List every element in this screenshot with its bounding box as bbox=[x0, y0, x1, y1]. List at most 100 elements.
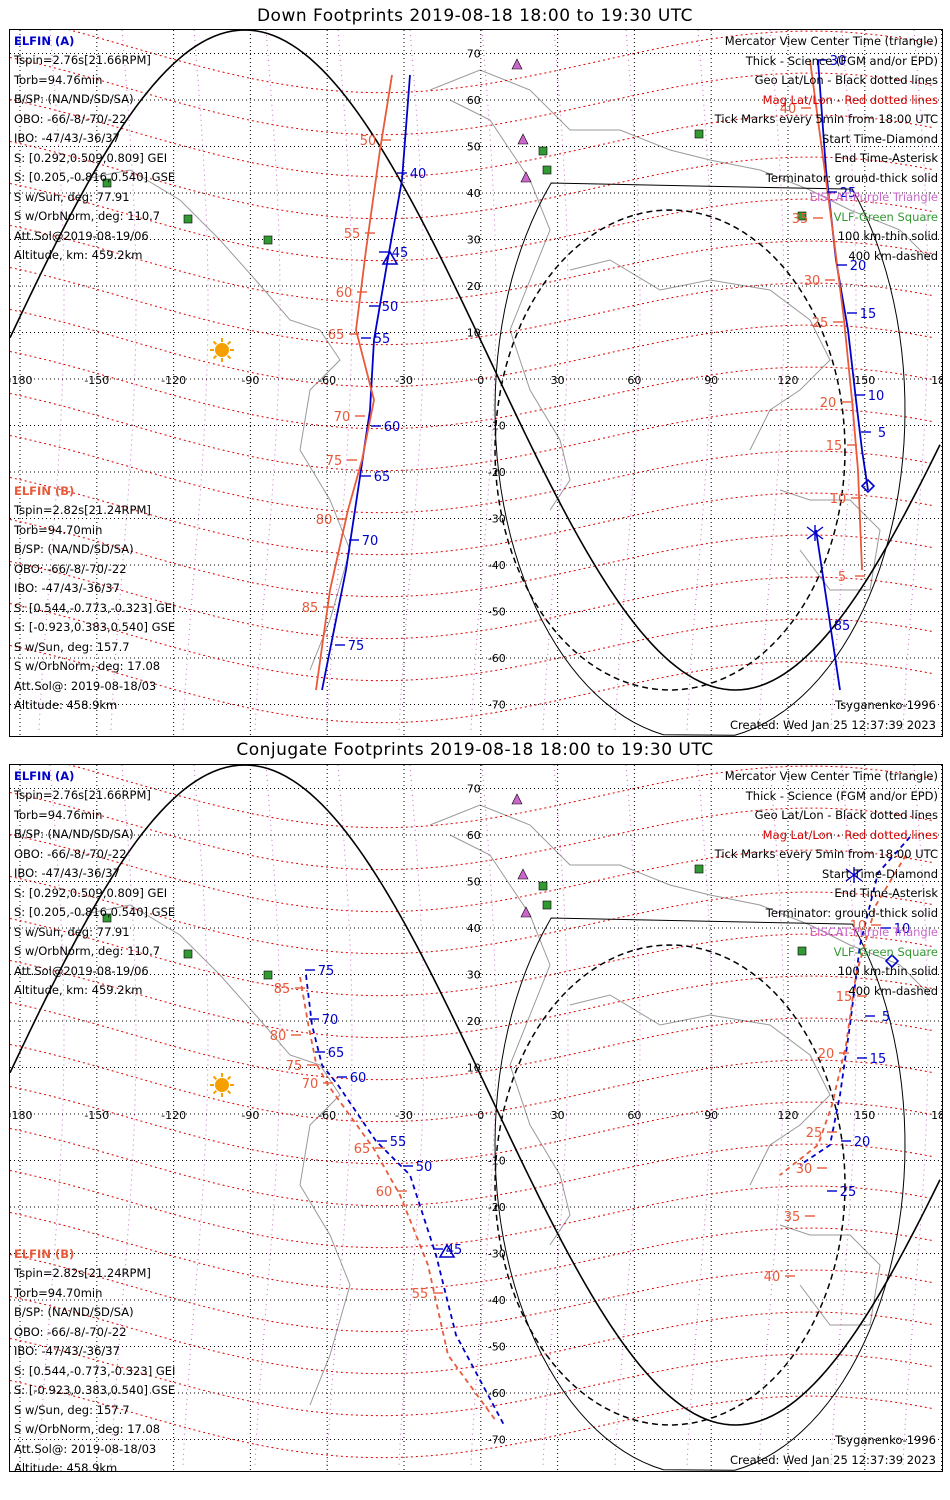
mag-meridian bbox=[470, 30, 497, 731]
mag-parallel bbox=[10, 267, 935, 346]
elfin-a-time-label: 10 bbox=[894, 922, 911, 937]
lat-tick-label: 50 bbox=[467, 876, 481, 889]
param-line: OBO: -66/-8/-70/-22 bbox=[14, 1324, 127, 1339]
elfin-b-time-label: 5 bbox=[838, 570, 846, 585]
param-line: S w/Sun, deg: 157.7 bbox=[14, 639, 130, 654]
param-line: Altitude, km: 459.2km bbox=[14, 248, 143, 262]
elfin-a-time-label: 5 bbox=[882, 1010, 890, 1025]
legend-item: Tick Marks every 5min from 18:00 UTC bbox=[714, 112, 938, 126]
legend-item: Geo Lat/Lon - Black dotted lines bbox=[754, 73, 938, 87]
legend-item: 400 km-dashed bbox=[848, 983, 938, 998]
param-line: S w/OrbNorm, deg: 110.7 bbox=[14, 209, 161, 223]
vlf-square-icon bbox=[694, 129, 704, 139]
legend-item: End Time-Asterisk bbox=[834, 151, 938, 165]
vlf-square-icon bbox=[263, 235, 273, 245]
mag-parallel bbox=[10, 1044, 935, 1123]
legend-item: Mercator View Center Time (triangle) bbox=[724, 34, 938, 48]
mag-parallel bbox=[10, 225, 935, 304]
mag-parallel bbox=[10, 1002, 935, 1081]
mag-parallel bbox=[10, 99, 935, 178]
vlf-square-icon bbox=[797, 211, 807, 221]
elfin-b-params: Tspin=2.82s[21.24RPM] Torb=94.70min B/SP: … bbox=[14, 1264, 175, 1479]
lon-tick-label: 180 bbox=[931, 1109, 942, 1122]
elfin-b-time-label: 30 bbox=[804, 274, 821, 289]
elfin-a-time-label: 45 bbox=[392, 246, 409, 261]
elfin-b-time-label: 50 bbox=[360, 134, 377, 149]
coastline bbox=[449, 99, 571, 511]
lon-tick-label: -180 bbox=[10, 1109, 32, 1122]
param-line: Tspin=2.82s[21.24RPM] bbox=[14, 1266, 151, 1280]
param-line: S: [0.292,0.509,0.809] GEI bbox=[14, 885, 168, 900]
lon-tick-label: -90 bbox=[241, 1109, 259, 1122]
elfin-b-time-label: 85 bbox=[302, 601, 319, 616]
mag-meridian bbox=[902, 30, 929, 731]
legend-item: Terminator: ground-thick solid bbox=[765, 905, 938, 920]
mag-parallel bbox=[10, 183, 935, 262]
elfin-a-params: Tspin=2.76s[21.66RPM] Torb=94.76min B/SP: … bbox=[14, 786, 175, 1001]
elfin-b-time-label: 75 bbox=[286, 1059, 303, 1074]
mag-meridian bbox=[758, 765, 785, 1466]
vlf-square-icon bbox=[694, 864, 704, 874]
elfin-a-time-label: 25 bbox=[840, 186, 857, 201]
param-line: IBO: -47/43/-36/37 bbox=[14, 1344, 120, 1358]
param-line: Altitude, km: 459.2km bbox=[14, 983, 143, 997]
elfin-b-time-label: 30 bbox=[796, 1162, 813, 1177]
lon-tick-label: 150 bbox=[854, 1109, 875, 1122]
elfin-a-track-east bbox=[817, 59, 869, 491]
param-line: S: [0.292,0.509,0.809] GEI bbox=[14, 150, 168, 165]
param-line: B/SP: (NA/ND/SD/SA) bbox=[14, 827, 134, 841]
elfin-a-time-label: 60 bbox=[350, 1071, 367, 1086]
param-line: S w/Sun, deg: 77.91 bbox=[14, 189, 130, 204]
vlf-square-icon bbox=[183, 949, 193, 959]
mag-parallel bbox=[10, 603, 935, 682]
vlf-square-icon bbox=[102, 913, 112, 923]
param-line: S w/OrbNorm, deg: 17.08 bbox=[14, 659, 161, 673]
lat-tick-label: -20 bbox=[488, 466, 506, 479]
eiscat-triangle-icon bbox=[517, 868, 529, 880]
down-map-canvas: -180 -150 -120 -90 -60 -30 0 30 60 90 120 150 180 70 6… bbox=[10, 30, 942, 736]
lat-tick-label: -70 bbox=[488, 699, 506, 712]
elfin-b-time-label: 15 bbox=[826, 439, 843, 454]
param-line: IBO: -47/43/-36/37 bbox=[14, 866, 120, 880]
start-time-diamond-icon bbox=[884, 953, 900, 969]
coastline bbox=[79, 169, 351, 671]
elfin-b-name: ELFIN (B) bbox=[14, 484, 75, 498]
eiscat-triangle-icon bbox=[517, 133, 529, 145]
lon-tick-label: 120 bbox=[778, 1109, 799, 1122]
mag-parallel bbox=[10, 834, 935, 913]
param-line: B/SP: (NA/ND/SD/SA) bbox=[14, 1305, 134, 1319]
view-center-triangle-icon bbox=[381, 250, 399, 265]
lon-tick-label: 180 bbox=[931, 374, 942, 387]
lat-tick-label: -50 bbox=[488, 1341, 506, 1354]
param-line: S w/OrbNorm, deg: 17.08 bbox=[14, 1422, 161, 1436]
mag-meridian bbox=[614, 765, 641, 1466]
param-line: Tspin=2.76s[21.66RPM] bbox=[14, 53, 151, 67]
param-line: Torb=94.76min bbox=[14, 72, 103, 87]
vlf-square-icon bbox=[542, 165, 552, 175]
legend-item: Terminator: ground-thick solid bbox=[765, 170, 938, 185]
lat-tick-label: 70 bbox=[467, 48, 481, 61]
legend-item: VLF-Green Square bbox=[833, 209, 938, 224]
legend-item: Geo Lat/Lon - Black dotted lines bbox=[754, 808, 938, 822]
elfin-a-name: ELFIN (A) bbox=[14, 769, 75, 783]
lat-tick-label: 10 bbox=[467, 327, 481, 340]
legend-item: 100 km-thin solid bbox=[837, 964, 938, 978]
elfin-a-track bbox=[321, 74, 411, 691]
lat-tick-label: -20 bbox=[488, 1201, 506, 1214]
legend-item: Start Time-Diamond bbox=[822, 131, 938, 146]
mag-meridian bbox=[542, 30, 569, 731]
elfin-a-time-label: 75 bbox=[348, 639, 365, 654]
mag-parallel bbox=[10, 351, 935, 430]
mag-parallel bbox=[10, 477, 935, 556]
legend-item: Mag Lat/Lon - Red dotted lines bbox=[762, 92, 938, 107]
panel-title-down: Down Footprints 2019-08-18 18:00 to 19:3… bbox=[256, 6, 694, 26]
elfin-a-time-label: 50 bbox=[382, 300, 399, 315]
lat-tick-label: -40 bbox=[488, 559, 506, 572]
lon-tick-label: 60 bbox=[627, 374, 641, 387]
param-line: S w/OrbNorm, deg: 110.7 bbox=[14, 944, 161, 958]
lat-tick-label: 40 bbox=[467, 187, 481, 200]
terminator-line bbox=[10, 30, 941, 691]
elfin-b-time-label: 40 bbox=[764, 1270, 781, 1285]
param-line: S w/Sun, deg: 77.91 bbox=[14, 924, 130, 939]
sun-ray bbox=[212, 354, 218, 360]
